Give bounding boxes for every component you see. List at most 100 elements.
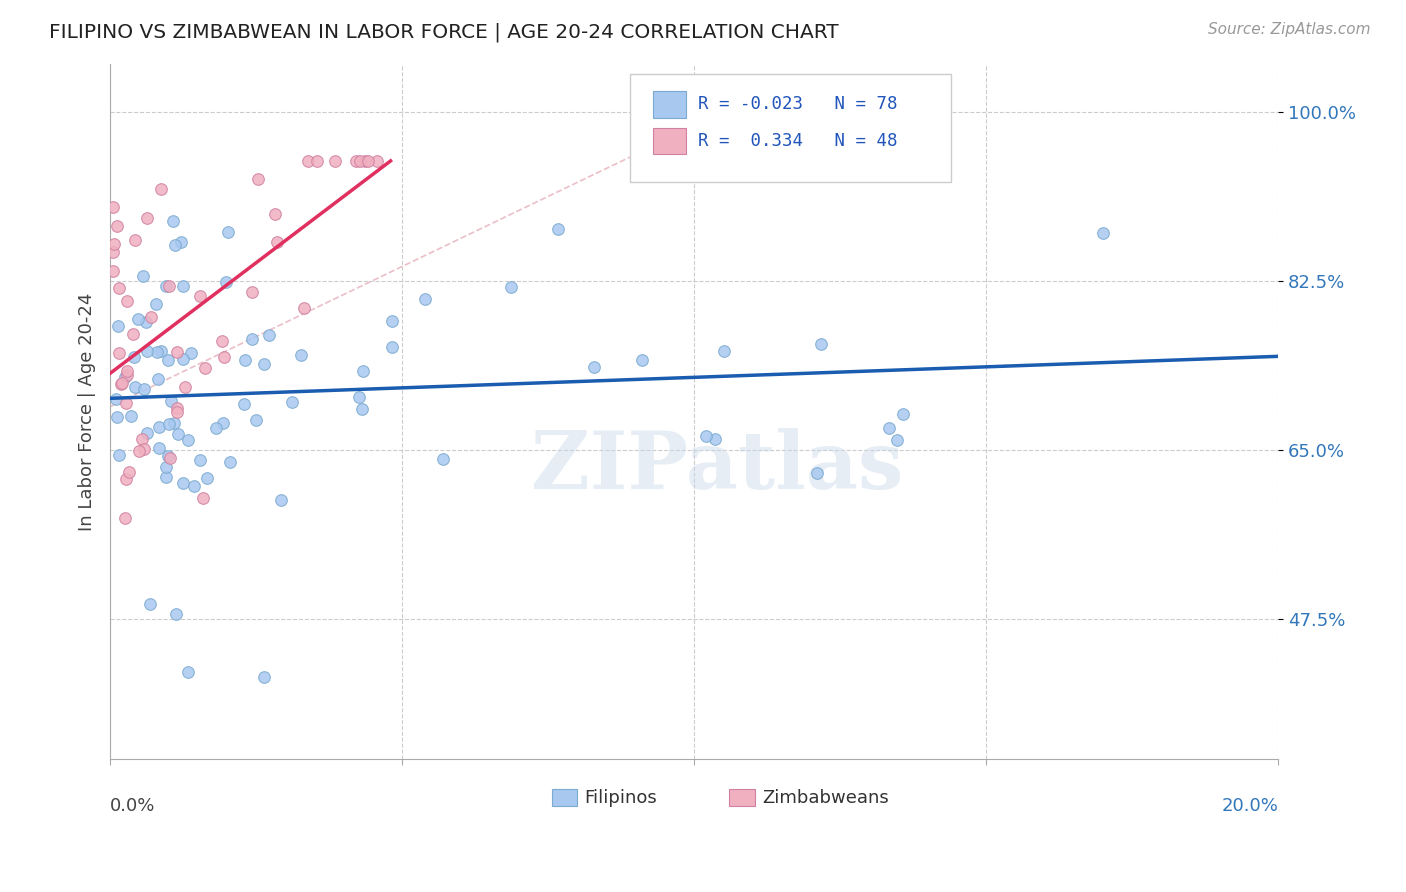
- Point: [139, 310, 162, 325]
- Point: [583, 360, 606, 375]
- Point: [131, 432, 153, 446]
- Point: [156, 449, 179, 463]
- Point: [157, 279, 180, 293]
- Point: [280, 394, 302, 409]
- Point: [354, 153, 377, 168]
- Point: [124, 379, 146, 393]
- Point: [356, 153, 378, 168]
- Point: [146, 345, 169, 359]
- Point: [233, 352, 256, 367]
- Point: [323, 153, 346, 168]
- Bar: [551, 789, 578, 806]
- Text: 0.0%: 0.0%: [110, 797, 156, 815]
- Point: [148, 420, 170, 434]
- Point: [263, 207, 285, 221]
- Point: [103, 237, 125, 252]
- Point: [114, 510, 136, 524]
- Point: [366, 153, 388, 168]
- Point: [877, 421, 900, 435]
- Point: [127, 311, 149, 326]
- Point: [167, 427, 190, 442]
- Point: [115, 472, 138, 486]
- Point: [108, 280, 131, 294]
- Point: [165, 607, 187, 621]
- Point: [155, 460, 177, 475]
- FancyBboxPatch shape: [630, 74, 950, 182]
- Text: FILIPINO VS ZIMBABWEAN IN LABOR FORCE | AGE 20-24 CORRELATION CHART: FILIPINO VS ZIMBABWEAN IN LABOR FORCE | …: [49, 22, 839, 42]
- Point: [118, 465, 141, 479]
- Point: [631, 352, 654, 367]
- Point: [246, 171, 269, 186]
- Point: [163, 238, 186, 252]
- Point: [245, 413, 267, 427]
- Point: [270, 493, 292, 508]
- Point: [344, 153, 367, 168]
- Point: [259, 328, 281, 343]
- Point: [101, 264, 124, 278]
- Point: [117, 364, 139, 378]
- Point: [170, 235, 193, 249]
- Point: [139, 598, 162, 612]
- Point: [162, 416, 184, 430]
- Point: [501, 279, 523, 293]
- Point: [297, 153, 319, 168]
- Point: [105, 409, 128, 424]
- Point: [713, 343, 735, 358]
- Point: [188, 452, 211, 467]
- Text: R = -0.023   N = 78: R = -0.023 N = 78: [697, 95, 897, 113]
- Bar: [654, 128, 686, 154]
- Point: [195, 470, 218, 484]
- Point: [253, 357, 276, 371]
- Point: [547, 221, 569, 235]
- Point: [217, 225, 239, 239]
- Point: [240, 285, 263, 299]
- Point: [122, 350, 145, 364]
- Point: [136, 425, 159, 440]
- Point: [205, 421, 228, 435]
- Point: [110, 376, 132, 390]
- Point: [166, 345, 188, 359]
- Point: [432, 452, 454, 467]
- Point: [150, 182, 173, 196]
- Point: [135, 211, 157, 226]
- Point: [107, 319, 129, 334]
- Point: [886, 433, 908, 447]
- Point: [177, 434, 200, 448]
- Point: [114, 370, 136, 384]
- Point: [155, 279, 177, 293]
- Point: [107, 345, 129, 359]
- Point: [703, 432, 725, 446]
- Point: [145, 296, 167, 310]
- Point: [115, 293, 138, 308]
- Point: [290, 348, 312, 362]
- Text: Source: ZipAtlas.com: Source: ZipAtlas.com: [1208, 22, 1371, 37]
- Point: [349, 153, 371, 168]
- Text: R =  0.334   N = 48: R = 0.334 N = 48: [697, 132, 897, 150]
- Point: [124, 233, 146, 247]
- Point: [215, 275, 238, 289]
- Point: [415, 293, 437, 307]
- Point: [266, 235, 288, 249]
- Point: [806, 466, 828, 480]
- Point: [166, 405, 188, 419]
- Point: [101, 201, 124, 215]
- Point: [101, 244, 124, 259]
- Point: [232, 397, 254, 411]
- Point: [211, 417, 233, 431]
- Text: Zimbabweans: Zimbabweans: [762, 789, 889, 806]
- Point: [110, 376, 132, 391]
- Point: [695, 429, 717, 443]
- Point: [105, 219, 128, 234]
- Point: [347, 390, 370, 404]
- Point: [162, 213, 184, 227]
- Point: [177, 665, 200, 679]
- Point: [156, 352, 179, 367]
- Point: [115, 368, 138, 383]
- Point: [128, 443, 150, 458]
- Point: [193, 491, 215, 506]
- Point: [193, 361, 215, 376]
- Point: [381, 314, 404, 328]
- Bar: [654, 91, 686, 118]
- Point: [159, 450, 181, 465]
- Point: [172, 351, 194, 366]
